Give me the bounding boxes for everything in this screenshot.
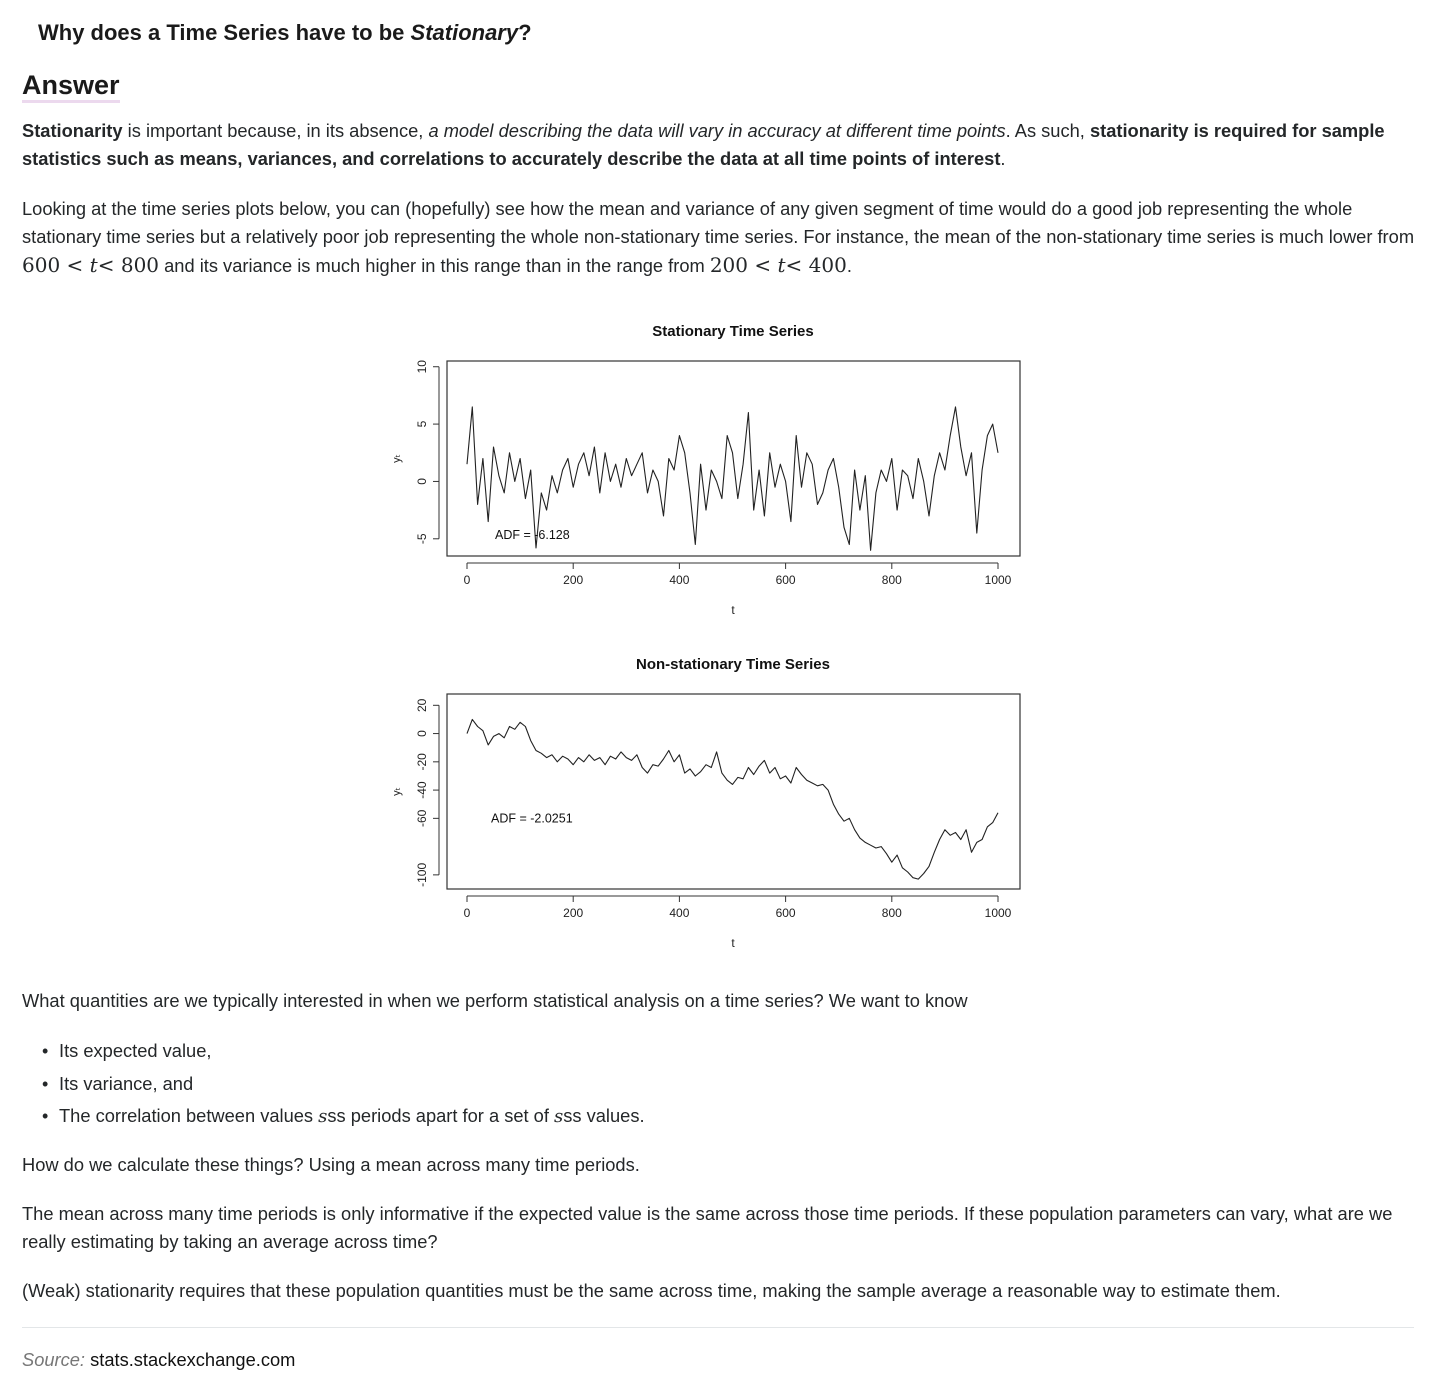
math-s: s (554, 1106, 564, 1127)
p1-italic: a model describing the data will vary in… (428, 120, 1006, 141)
math-lt: < (97, 253, 115, 277)
y-axis-label: yₜ (391, 454, 403, 463)
paragraph-plots-explanation: Looking at the time series plots below, … (22, 195, 1417, 280)
list-item: The correlation between values sss perio… (22, 1102, 645, 1135)
stationary-chart: Stationary Time Series 0 200 400 600 800 1000 t… (380, 310, 1040, 630)
stationary-chart-svg: Stationary Time Series 0 200 400 600 800 1000 t… (391, 323, 1021, 617)
paragraph-quantities-question: What quantities are we typically interes… (22, 990, 968, 1011)
series-line (466, 406, 999, 551)
p2-text-1: Looking at the time series plots below, … (22, 198, 1415, 247)
y-tick-label: -5 (415, 533, 429, 544)
p1-text-3: . (1000, 148, 1006, 169)
list-item: Its variance, and (22, 1070, 645, 1103)
y-tick-label: 0 (415, 730, 429, 737)
math-t: t (89, 253, 98, 277)
y-tick-label: -40 (415, 781, 429, 799)
y-tick-label: -60 (415, 809, 429, 827)
question-title-text: Why does a Time Series have to be (38, 20, 411, 45)
paragraph-stationarity-importance: Stationarity is important because, in it… (22, 117, 1417, 173)
x-tick-label: 1000 (985, 573, 1012, 587)
plot-frame (446, 693, 1021, 890)
math-lt: < (754, 253, 772, 277)
p2-text-3: . (846, 255, 852, 276)
nonstationary-chart: Non-stationary Time Series 0 200 400 600 800 1… (380, 643, 1040, 963)
answer-heading: Answer (22, 70, 120, 103)
math-lt: < (66, 253, 84, 277)
x-tick-label: 400 (669, 573, 689, 587)
chart-title: Stationary Time Series (652, 323, 813, 340)
x-tick-label: 600 (776, 906, 796, 920)
source-link[interactable]: stats.stackexchange.com (90, 1349, 296, 1370)
source-attribution: Source: stats.stackexchange.com (22, 1349, 295, 1371)
math-lt: < (785, 253, 803, 277)
list-item-text: The correlation between values (59, 1105, 319, 1126)
plot-frame (446, 360, 1021, 557)
adf-annotation: ADF = -6.128 (495, 528, 570, 542)
math-s: s (318, 1106, 328, 1127)
divider (22, 1327, 1414, 1328)
list-item-text: ss periods apart for a set of (327, 1105, 554, 1126)
y-tick-label: 0 (415, 478, 429, 485)
x-tick-label: 600 (776, 573, 796, 587)
quantities-list: Its expected value, Its variance, and Th… (22, 1037, 645, 1135)
source-label: Source: (22, 1349, 86, 1370)
x-tick-label: 200 (563, 906, 583, 920)
paragraph-weak-stationarity: (Weak) stationarity requires that these … (22, 1280, 1281, 1301)
math-600: 600 (22, 253, 61, 277)
chart-title: Non-stationary Time Series (636, 656, 830, 673)
y-tick-label: 5 (415, 420, 429, 427)
x-tick-label: 800 (882, 573, 902, 587)
x-tick-label: 400 (669, 906, 689, 920)
term-stationarity: Stationarity (22, 120, 123, 141)
x-tick-label: 0 (464, 573, 471, 587)
math-range-1: 600 < t< 800 (22, 253, 159, 277)
math-range-2: 200 < t< 400 (710, 253, 847, 277)
x-tick-label: 200 (563, 573, 583, 587)
p2-text-2: and its variance is much higher in this … (159, 255, 710, 276)
y-axis-label: yₜ (391, 787, 403, 796)
p1-text-2: . As such, (1005, 120, 1090, 141)
p1-bold-statement: stationarity is required for sample stat… (22, 120, 1385, 169)
question-title-emphasis: Stationary (410, 20, 519, 45)
paragraph-mean-informative: The mean across many time periods is onl… (22, 1203, 1393, 1252)
x-tick-label: 0 (464, 906, 471, 920)
x-axis-label: t (731, 603, 735, 617)
y-tick-label: 10 (415, 360, 429, 374)
paragraph-calculation: How do we calculate these things? Using … (22, 1154, 640, 1175)
question-title-mark: ? (518, 20, 532, 45)
x-tick-label: 800 (882, 906, 902, 920)
question-title: Why does a Time Series have to be Statio… (38, 20, 532, 46)
math-400: 400 (808, 253, 847, 277)
y-tick-label: -20 (415, 753, 429, 771)
list-item: Its expected value, (22, 1037, 645, 1070)
math-200: 200 (709, 253, 748, 277)
math-800: 800 (120, 253, 160, 277)
adf-annotation: ADF = -2.0251 (491, 811, 573, 825)
list-item-text: ss values. (563, 1105, 645, 1126)
x-tick-label: 1000 (985, 906, 1012, 920)
y-tick-label: 20 (415, 698, 429, 712)
y-tick-label: -100 (415, 863, 429, 887)
p1-text-1: is important because, in its absence, (122, 120, 429, 141)
series-line (466, 718, 999, 880)
x-axis-label: t (731, 936, 735, 950)
math-t: t (777, 253, 786, 277)
